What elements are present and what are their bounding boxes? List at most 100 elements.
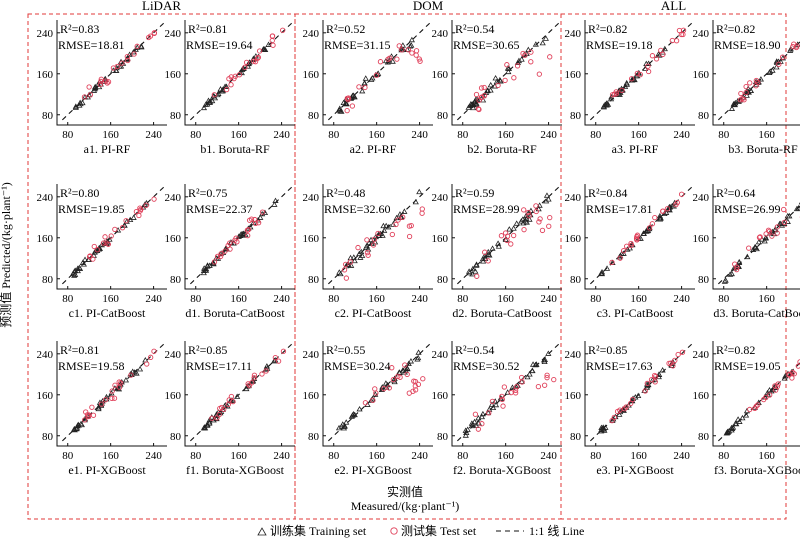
training-point xyxy=(209,259,216,266)
x-tick-label: 160 xyxy=(630,129,647,141)
x-tick-label: 160 xyxy=(497,450,514,462)
training-point xyxy=(489,245,496,251)
training-point xyxy=(130,214,137,220)
scatter-panel-7: 80 80 160 160 240 240 R²=0.52 RMSE=31.15 a2. PI-… xyxy=(303,20,433,156)
test-point xyxy=(251,375,257,381)
test-point xyxy=(680,27,687,33)
test-point xyxy=(732,261,738,267)
panel-label: f2. Boruta-XGBoost xyxy=(453,463,552,477)
training-point xyxy=(492,401,500,408)
test-point xyxy=(87,253,93,259)
training-point xyxy=(545,196,552,202)
training-point xyxy=(524,373,531,380)
r2-annotation: R²=0.85 xyxy=(588,343,627,357)
y-tick-label: 160 xyxy=(303,390,320,402)
test-point xyxy=(116,384,123,390)
test-point xyxy=(733,267,740,273)
test-point xyxy=(536,71,542,77)
test-point xyxy=(280,27,286,33)
scatter-panel-9: 80 80 160 160 240 240 R²=0.48 RMSE=32.60 c2. PI-… xyxy=(303,184,433,320)
test-point xyxy=(628,76,635,82)
test-point xyxy=(791,41,797,47)
training-point xyxy=(729,424,737,430)
test-point xyxy=(765,227,772,233)
y-tick-label: 160 xyxy=(37,233,54,245)
panel-axes xyxy=(56,184,167,290)
test-point xyxy=(738,90,744,97)
training-point xyxy=(469,101,476,108)
test-point xyxy=(614,408,621,415)
test-point xyxy=(245,226,252,233)
test-point xyxy=(347,259,354,265)
training-point xyxy=(543,197,550,204)
test-point xyxy=(377,59,384,65)
training-point xyxy=(518,218,525,224)
y-tick-label: 80 xyxy=(308,431,320,443)
y-tick-label: 80 xyxy=(170,110,182,122)
training-point xyxy=(479,410,487,417)
test-point xyxy=(362,84,368,91)
training-point xyxy=(239,231,246,237)
test-point xyxy=(394,56,400,62)
test-point xyxy=(349,103,356,109)
training-point xyxy=(773,63,780,70)
training-point xyxy=(208,414,215,420)
test-point xyxy=(415,381,422,387)
training-point xyxy=(272,197,279,204)
test-point xyxy=(255,54,262,61)
test-point xyxy=(375,230,381,237)
test-point xyxy=(248,216,255,222)
test-point xyxy=(419,206,425,212)
training-point xyxy=(777,220,784,227)
y-tick-label: 160 xyxy=(432,390,449,402)
test-point xyxy=(741,97,747,103)
training-point xyxy=(264,365,271,371)
x-tick-label: 80 xyxy=(190,450,202,462)
test-point xyxy=(387,55,393,61)
y-tick-label: 240 xyxy=(693,349,710,361)
training-point xyxy=(138,43,145,50)
x-tick-label: 160 xyxy=(497,129,514,141)
panel-label: e3. PI-XGBoost xyxy=(596,463,674,477)
training-point xyxy=(127,216,134,223)
training-point xyxy=(468,420,475,426)
training-point xyxy=(335,424,343,431)
test-point xyxy=(514,384,520,390)
x-tick-label: 160 xyxy=(368,293,385,305)
test-point xyxy=(252,216,258,223)
x-tick-label: 240 xyxy=(540,129,557,141)
training-point xyxy=(219,87,227,94)
test-point xyxy=(482,249,488,255)
test-point xyxy=(211,259,218,265)
training-point xyxy=(72,271,79,277)
training-point xyxy=(211,94,219,101)
test-point xyxy=(653,56,660,62)
training-point xyxy=(348,262,355,268)
training-point xyxy=(643,60,650,67)
x-tick-label: 80 xyxy=(718,129,730,141)
training-point xyxy=(265,41,272,47)
training-point xyxy=(487,81,494,88)
training-point xyxy=(743,92,750,98)
training-point xyxy=(618,250,625,257)
test-point xyxy=(485,258,491,264)
training-point xyxy=(215,90,222,96)
training-point xyxy=(343,100,350,107)
test-point xyxy=(143,202,149,208)
test-point xyxy=(209,415,215,421)
panel-axes xyxy=(712,184,800,290)
test-point xyxy=(547,54,553,60)
test-point xyxy=(151,348,157,354)
test-point xyxy=(537,216,543,222)
test-point xyxy=(737,97,744,103)
training-point xyxy=(637,235,644,241)
training-point xyxy=(603,100,610,106)
test-point xyxy=(489,398,496,405)
training-point xyxy=(246,59,253,65)
training-point xyxy=(261,209,269,215)
training-point xyxy=(343,419,350,425)
training-point xyxy=(484,87,491,93)
test-point xyxy=(406,233,413,240)
training-point xyxy=(475,414,482,421)
